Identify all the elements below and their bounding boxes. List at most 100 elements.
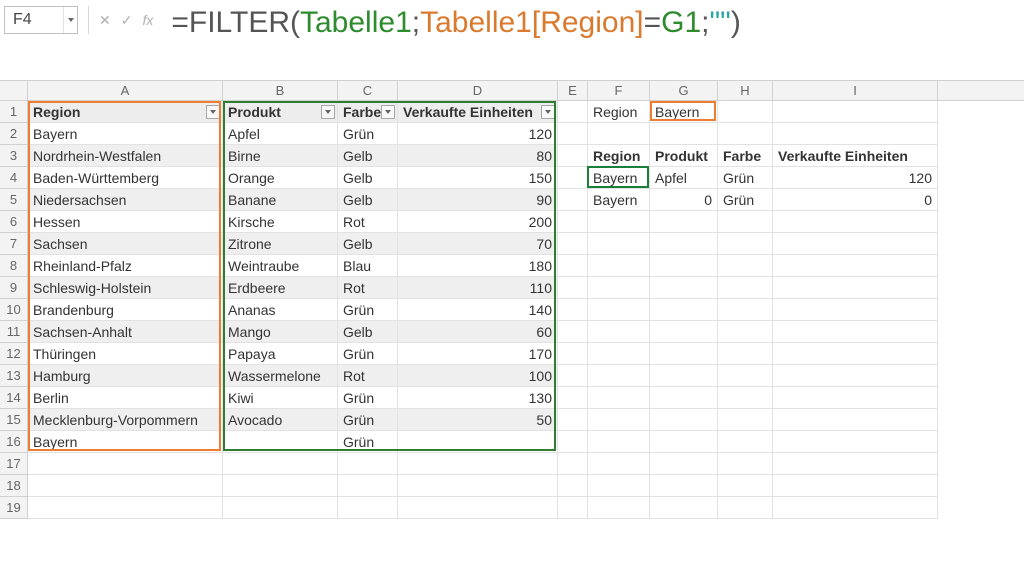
cell-B12[interactable]: Papaya bbox=[223, 343, 338, 365]
row-number-17[interactable]: 17 bbox=[0, 453, 28, 475]
column-header-H[interactable]: H bbox=[718, 81, 773, 100]
cell-D18[interactable] bbox=[398, 475, 558, 497]
cell-F6[interactable] bbox=[588, 211, 650, 233]
row-number-18[interactable]: 18 bbox=[0, 475, 28, 497]
cell-C2[interactable]: Grün bbox=[338, 123, 398, 145]
cell-F12[interactable] bbox=[588, 343, 650, 365]
cell-B17[interactable] bbox=[223, 453, 338, 475]
cell-C10[interactable]: Grün bbox=[338, 299, 398, 321]
cell-E10[interactable] bbox=[558, 299, 588, 321]
cell-F15[interactable] bbox=[588, 409, 650, 431]
cell-A16[interactable]: Bayern bbox=[28, 431, 223, 453]
column-header-I[interactable]: I bbox=[773, 81, 938, 100]
cell-B1[interactable]: Produkt bbox=[223, 101, 338, 123]
cell-C16[interactable]: Grün bbox=[338, 431, 398, 453]
cell-H10[interactable] bbox=[718, 299, 773, 321]
cell-G9[interactable] bbox=[650, 277, 718, 299]
accept-icon[interactable]: ✓ bbox=[121, 12, 133, 29]
column-header-F[interactable]: F bbox=[588, 81, 650, 100]
column-header-C[interactable]: C bbox=[338, 81, 398, 100]
cell-D5[interactable]: 90 bbox=[398, 189, 558, 211]
cell-D9[interactable]: 110 bbox=[398, 277, 558, 299]
cell-C11[interactable]: Gelb bbox=[338, 321, 398, 343]
cell-H12[interactable] bbox=[718, 343, 773, 365]
cell-A8[interactable]: Rheinland-Pfalz bbox=[28, 255, 223, 277]
cell-H14[interactable] bbox=[718, 387, 773, 409]
cell-H3[interactable]: Farbe bbox=[718, 145, 773, 167]
cell-G18[interactable] bbox=[650, 475, 718, 497]
cell-I13[interactable] bbox=[773, 365, 938, 387]
column-header-B[interactable]: B bbox=[223, 81, 338, 100]
cell-G2[interactable] bbox=[650, 123, 718, 145]
cell-A2[interactable]: Bayern bbox=[28, 123, 223, 145]
cell-H13[interactable] bbox=[718, 365, 773, 387]
cell-B18[interactable] bbox=[223, 475, 338, 497]
spreadsheet-grid[interactable]: ABCDEFGHI 1RegionProduktFarbeVerkaufte E… bbox=[0, 80, 1024, 576]
row-number-1[interactable]: 1 bbox=[0, 101, 28, 123]
cell-C5[interactable]: Gelb bbox=[338, 189, 398, 211]
cell-I5[interactable]: 0 bbox=[773, 189, 938, 211]
cell-I8[interactable] bbox=[773, 255, 938, 277]
cell-G4[interactable]: Apfel bbox=[650, 167, 718, 189]
cell-C12[interactable]: Grün bbox=[338, 343, 398, 365]
cell-G14[interactable] bbox=[650, 387, 718, 409]
cell-E4[interactable] bbox=[558, 167, 588, 189]
cell-G17[interactable] bbox=[650, 453, 718, 475]
cell-D17[interactable] bbox=[398, 453, 558, 475]
cell-C9[interactable]: Rot bbox=[338, 277, 398, 299]
cell-I10[interactable] bbox=[773, 299, 938, 321]
cell-F14[interactable] bbox=[588, 387, 650, 409]
cell-A17[interactable] bbox=[28, 453, 223, 475]
cell-G6[interactable] bbox=[650, 211, 718, 233]
filter-dropdown-region[interactable] bbox=[206, 105, 220, 119]
cell-A13[interactable]: Hamburg bbox=[28, 365, 223, 387]
cell-F13[interactable] bbox=[588, 365, 650, 387]
cell-E15[interactable] bbox=[558, 409, 588, 431]
row-number-15[interactable]: 15 bbox=[0, 409, 28, 431]
cell-C15[interactable]: Grün bbox=[338, 409, 398, 431]
cell-E8[interactable] bbox=[558, 255, 588, 277]
cell-G15[interactable] bbox=[650, 409, 718, 431]
cell-I17[interactable] bbox=[773, 453, 938, 475]
cell-I14[interactable] bbox=[773, 387, 938, 409]
cell-H16[interactable] bbox=[718, 431, 773, 453]
cell-G3[interactable]: Produkt bbox=[650, 145, 718, 167]
cell-I19[interactable] bbox=[773, 497, 938, 519]
cell-H18[interactable] bbox=[718, 475, 773, 497]
cell-D14[interactable]: 130 bbox=[398, 387, 558, 409]
cell-A15[interactable]: Mecklenburg-Vorpommern bbox=[28, 409, 223, 431]
cell-F4[interactable]: Bayern bbox=[588, 167, 650, 189]
row-number-12[interactable]: 12 bbox=[0, 343, 28, 365]
cell-E18[interactable] bbox=[558, 475, 588, 497]
cell-D1[interactable]: Verkaufte Einheiten bbox=[398, 101, 558, 123]
row-number-19[interactable]: 19 bbox=[0, 497, 28, 519]
cell-B19[interactable] bbox=[223, 497, 338, 519]
cell-C6[interactable]: Rot bbox=[338, 211, 398, 233]
cell-C13[interactable]: Rot bbox=[338, 365, 398, 387]
row-number-7[interactable]: 7 bbox=[0, 233, 28, 255]
cell-B4[interactable]: Orange bbox=[223, 167, 338, 189]
row-number-2[interactable]: 2 bbox=[0, 123, 28, 145]
cell-G5[interactable]: 0 bbox=[650, 189, 718, 211]
cell-B6[interactable]: Kirsche bbox=[223, 211, 338, 233]
column-header-E[interactable]: E bbox=[558, 81, 588, 100]
column-header-A[interactable]: A bbox=[28, 81, 223, 100]
cell-C1[interactable]: Farbe bbox=[338, 101, 398, 123]
cell-C14[interactable]: Grün bbox=[338, 387, 398, 409]
cell-E16[interactable] bbox=[558, 431, 588, 453]
cell-D19[interactable] bbox=[398, 497, 558, 519]
cell-C19[interactable] bbox=[338, 497, 398, 519]
cell-E2[interactable] bbox=[558, 123, 588, 145]
cell-E1[interactable] bbox=[558, 101, 588, 123]
cell-I11[interactable] bbox=[773, 321, 938, 343]
cell-B5[interactable]: Banane bbox=[223, 189, 338, 211]
cell-I7[interactable] bbox=[773, 233, 938, 255]
cell-C4[interactable]: Gelb bbox=[338, 167, 398, 189]
cell-B13[interactable]: Wassermelone bbox=[223, 365, 338, 387]
fx-icon[interactable]: fx bbox=[142, 12, 153, 28]
cell-I9[interactable] bbox=[773, 277, 938, 299]
cell-E3[interactable] bbox=[558, 145, 588, 167]
row-number-10[interactable]: 10 bbox=[0, 299, 28, 321]
cell-D12[interactable]: 170 bbox=[398, 343, 558, 365]
cell-D16[interactable] bbox=[398, 431, 558, 453]
